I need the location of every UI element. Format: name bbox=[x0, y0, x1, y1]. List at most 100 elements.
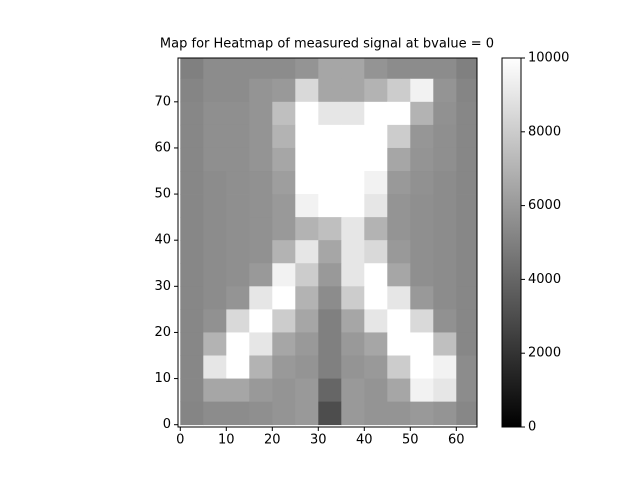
heatmap-cell bbox=[203, 101, 227, 126]
heatmap-cell bbox=[387, 58, 411, 80]
heatmap-cell bbox=[341, 101, 365, 126]
heatmap-cell bbox=[295, 355, 319, 379]
heatmap-cell bbox=[410, 401, 434, 426]
axes-frame bbox=[177, 57, 478, 428]
heatmap-cell bbox=[203, 78, 227, 103]
heatmap-cell bbox=[272, 263, 296, 287]
colorbar bbox=[501, 57, 522, 428]
heatmap-cell bbox=[387, 124, 411, 149]
heatmap-cell bbox=[272, 309, 296, 333]
x-tick-label: 50 bbox=[402, 433, 419, 448]
heatmap-cell bbox=[410, 355, 434, 379]
heatmap-cell bbox=[272, 240, 296, 264]
heatmap-cell bbox=[364, 378, 388, 403]
y-tick-label: 0 bbox=[163, 417, 171, 432]
heatmap-cell bbox=[433, 124, 457, 149]
heatmap-cell bbox=[249, 401, 273, 426]
heatmap-cell bbox=[318, 240, 342, 264]
heatmap-cell bbox=[295, 332, 319, 356]
heatmap-cell bbox=[364, 286, 388, 310]
heatmap-cell bbox=[456, 240, 477, 264]
heatmap-cell bbox=[203, 194, 227, 218]
heatmap-cell bbox=[341, 171, 365, 195]
heatmap-cell bbox=[456, 58, 477, 80]
heatmap-cell bbox=[226, 401, 250, 426]
heatmap-cell bbox=[295, 194, 319, 218]
heatmap-cell bbox=[203, 58, 227, 80]
heatmap-cell bbox=[295, 263, 319, 287]
heatmap-cell bbox=[433, 101, 457, 126]
heatmap-cell bbox=[410, 78, 434, 103]
heatmap-cell bbox=[341, 401, 365, 426]
heatmap-cell bbox=[180, 263, 204, 287]
heatmap-cell bbox=[410, 378, 434, 403]
heatmap-cell bbox=[180, 355, 204, 379]
heatmap-cell bbox=[203, 401, 227, 426]
heatmap-cell bbox=[226, 171, 250, 195]
x-tick-label: 10 bbox=[218, 433, 235, 448]
heatmap-cell bbox=[387, 309, 411, 333]
y-tick-label: 40 bbox=[154, 233, 171, 248]
heatmap-cell bbox=[410, 309, 434, 333]
heatmap-cell bbox=[387, 378, 411, 403]
heatmap-cell bbox=[295, 124, 319, 149]
heatmap-cell bbox=[318, 101, 342, 126]
heatmap bbox=[180, 58, 477, 426]
heatmap-cell bbox=[226, 378, 250, 403]
heatmap-cell bbox=[410, 332, 434, 356]
heatmap-cell bbox=[341, 286, 365, 310]
heatmap-cell bbox=[295, 240, 319, 264]
heatmap-cell bbox=[364, 263, 388, 287]
heatmap-cell bbox=[341, 309, 365, 333]
heatmap-cell bbox=[410, 286, 434, 310]
heatmap-cell bbox=[364, 58, 388, 80]
heatmap-cell bbox=[180, 240, 204, 264]
heatmap-cell bbox=[249, 240, 273, 264]
heatmap-cell bbox=[387, 194, 411, 218]
heatmap-cell bbox=[433, 401, 457, 426]
heatmap-cell bbox=[410, 194, 434, 218]
heatmap-cell bbox=[180, 309, 204, 333]
heatmap-cell bbox=[341, 147, 365, 172]
heatmap-cell bbox=[203, 147, 227, 172]
colorbar-tick-label: 6000 bbox=[528, 198, 561, 213]
heatmap-cell bbox=[387, 78, 411, 103]
heatmap-cell bbox=[456, 355, 477, 379]
heatmap-cell bbox=[318, 263, 342, 287]
heatmap-cell bbox=[226, 355, 250, 379]
heatmap-cell bbox=[456, 124, 477, 149]
heatmap-cell bbox=[364, 309, 388, 333]
heatmap-cell bbox=[364, 101, 388, 126]
heatmap-cell bbox=[456, 332, 477, 356]
heatmap-cell bbox=[433, 217, 457, 241]
colorbar-tick-label: 4000 bbox=[528, 272, 561, 287]
heatmap-cell bbox=[226, 124, 250, 149]
heatmap-cell bbox=[364, 217, 388, 241]
heatmap-cell bbox=[272, 194, 296, 218]
heatmap-cell bbox=[226, 286, 250, 310]
heatmap-cell bbox=[364, 355, 388, 379]
heatmap-cell bbox=[226, 332, 250, 356]
heatmap-cell bbox=[364, 147, 388, 172]
heatmap-cell bbox=[180, 378, 204, 403]
heatmap-cell bbox=[203, 263, 227, 287]
heatmap-cell bbox=[341, 355, 365, 379]
heatmap-cell bbox=[433, 378, 457, 403]
y-tick-label: 50 bbox=[154, 187, 171, 202]
heatmap-cell bbox=[410, 171, 434, 195]
heatmap-cell bbox=[295, 286, 319, 310]
heatmap-cell bbox=[249, 309, 273, 333]
heatmap-cell bbox=[203, 240, 227, 264]
heatmap-cell bbox=[318, 194, 342, 218]
heatmap-cell bbox=[364, 401, 388, 426]
heatmap-cell bbox=[433, 147, 457, 172]
heatmap-cell bbox=[387, 171, 411, 195]
heatmap-cell bbox=[456, 309, 477, 333]
heatmap-cell bbox=[272, 401, 296, 426]
heatmap-cell bbox=[295, 58, 319, 80]
heatmap-cell bbox=[456, 286, 477, 310]
heatmap-cell bbox=[180, 401, 204, 426]
heatmap-cell bbox=[203, 355, 227, 379]
heatmap-cell bbox=[295, 78, 319, 103]
